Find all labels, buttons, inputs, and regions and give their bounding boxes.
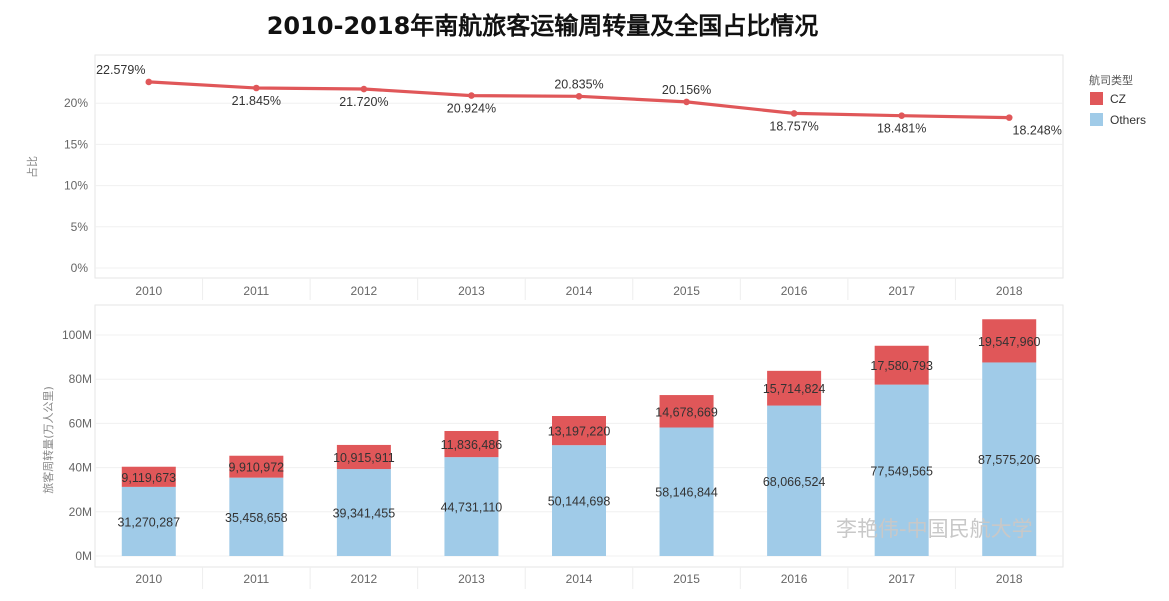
bar-others-label: 87,575,206	[978, 453, 1041, 467]
line-data-label: 21.720%	[339, 95, 388, 109]
legend-title: 航司类型	[1089, 73, 1133, 87]
line-point	[1005, 114, 1013, 121]
bar-others-label: 39,341,455	[333, 507, 396, 521]
line-x-tick: 2014	[566, 284, 593, 298]
line-y-axis-label: 占比	[25, 156, 39, 178]
line-x-tick: 2017	[888, 284, 915, 298]
bar-others	[659, 427, 714, 556]
bar-x-tick: 2017	[888, 572, 915, 586]
bar-others	[444, 457, 499, 556]
bar-others	[121, 486, 176, 556]
line-data-label: 21.845%	[232, 94, 281, 108]
bar-others-label: 44,731,110	[441, 501, 503, 515]
line-point	[683, 98, 690, 106]
line-x-tick: 2013	[458, 284, 485, 298]
bar-cz-label: 10,915,911	[333, 451, 395, 465]
bar-x-tick: 2018	[996, 572, 1023, 586]
bar-y-tick: 0M	[75, 549, 92, 563]
bar-x-tick: 2014	[566, 572, 593, 586]
bar-cz	[874, 345, 929, 385]
bar-panel-frame	[94, 304, 1064, 568]
bar-others	[552, 445, 606, 556]
line-point	[898, 112, 905, 120]
line-x-tick: 2010	[135, 284, 162, 298]
line-data-label: 18.248%	[1013, 124, 1062, 138]
line-x-tick: 2015	[673, 284, 700, 298]
line-x-tick: 2012	[351, 284, 378, 298]
bar-cz	[659, 395, 714, 428]
bar-y-tick: 40M	[69, 461, 92, 475]
bar-x-tick: 2013	[458, 572, 485, 586]
line-data-label: 18.757%	[769, 119, 818, 133]
bar-x-tick: 2012	[351, 572, 378, 586]
bar-cz	[444, 430, 499, 458]
bar-others-label: 68,066,524	[763, 475, 826, 489]
bar-cz	[552, 416, 606, 446]
bar-x-tick: 2010	[135, 572, 162, 586]
line-data-label: 18.481%	[877, 122, 926, 136]
bar-cz-label: 13,197,220	[548, 425, 611, 439]
line-panel-frame	[94, 54, 1064, 279]
line-point	[468, 92, 475, 99]
line-point	[360, 85, 368, 93]
line-x-tick: 2016	[781, 284, 808, 298]
line-y-tick: 10%	[64, 179, 88, 193]
bar-y-tick: 100M	[62, 328, 92, 342]
line-data-label: 20.835%	[554, 77, 603, 91]
line-data-label: 20.924%	[447, 102, 496, 116]
bar-others	[767, 405, 822, 556]
bar-cz-label: 9,910,972	[229, 461, 285, 475]
bar-others-label: 35,458,658	[225, 511, 288, 525]
bar-cz-label: 11,836,486	[441, 438, 503, 452]
bar-others	[229, 477, 284, 556]
line-x-tick: 2018	[996, 284, 1023, 298]
line-point	[575, 93, 583, 100]
bar-others-label: 50,144,698	[548, 495, 611, 509]
line-point	[253, 84, 260, 92]
bar-cz-label: 15,714,824	[763, 382, 826, 396]
bar-cz-label: 17,580,793	[870, 359, 933, 373]
line-y-tick: 15%	[64, 137, 88, 151]
line-point	[790, 110, 798, 117]
line-y-tick: 20%	[64, 96, 88, 110]
bar-x-tick: 2015	[673, 572, 700, 586]
line-data-label: 20.156%	[662, 83, 711, 97]
bar-x-tick: 2011	[243, 572, 269, 586]
bar-cz-label: 9,119,673	[121, 471, 176, 485]
bar-cz-label: 14,678,669	[655, 405, 718, 419]
bar-cz	[336, 444, 391, 470]
line-data-label: 22.579%	[96, 63, 145, 77]
line-x-tick: 2011	[243, 284, 269, 298]
bar-y-tick: 80M	[69, 372, 92, 386]
bar-y-axis-label: 旅客周转量(万人公里)	[41, 386, 55, 494]
bar-cz	[767, 370, 822, 406]
bar-x-tick: 2016	[781, 572, 808, 586]
bar-others	[982, 362, 1037, 556]
bar-y-tick: 20M	[69, 505, 92, 519]
legend-swatch	[1090, 92, 1103, 105]
chart-title: 2010-2018年南航旅客运输周转量及全国占比情况	[266, 12, 819, 40]
legend-swatch	[1090, 113, 1103, 126]
bar-others-label: 31,270,287	[117, 515, 180, 529]
bar-y-tick: 60M	[69, 416, 92, 430]
bar-cz-label: 19,547,960	[978, 335, 1041, 349]
line-point	[145, 78, 153, 86]
legend-item-label: Others	[1110, 113, 1146, 127]
bar-others	[874, 384, 929, 556]
bar-cz	[121, 466, 176, 487]
bar-others	[336, 469, 391, 556]
bar-cz	[229, 455, 284, 478]
watermark: 李艳伟-中国民航大学	[836, 517, 1033, 541]
bar-others-label: 58,146,844	[655, 486, 718, 500]
bar-cz	[982, 319, 1037, 363]
legend-item-label: CZ	[1110, 92, 1126, 106]
line-y-tick: 0%	[71, 261, 89, 275]
bar-others-label: 77,549,565	[870, 464, 933, 478]
line-y-tick: 5%	[71, 220, 89, 234]
